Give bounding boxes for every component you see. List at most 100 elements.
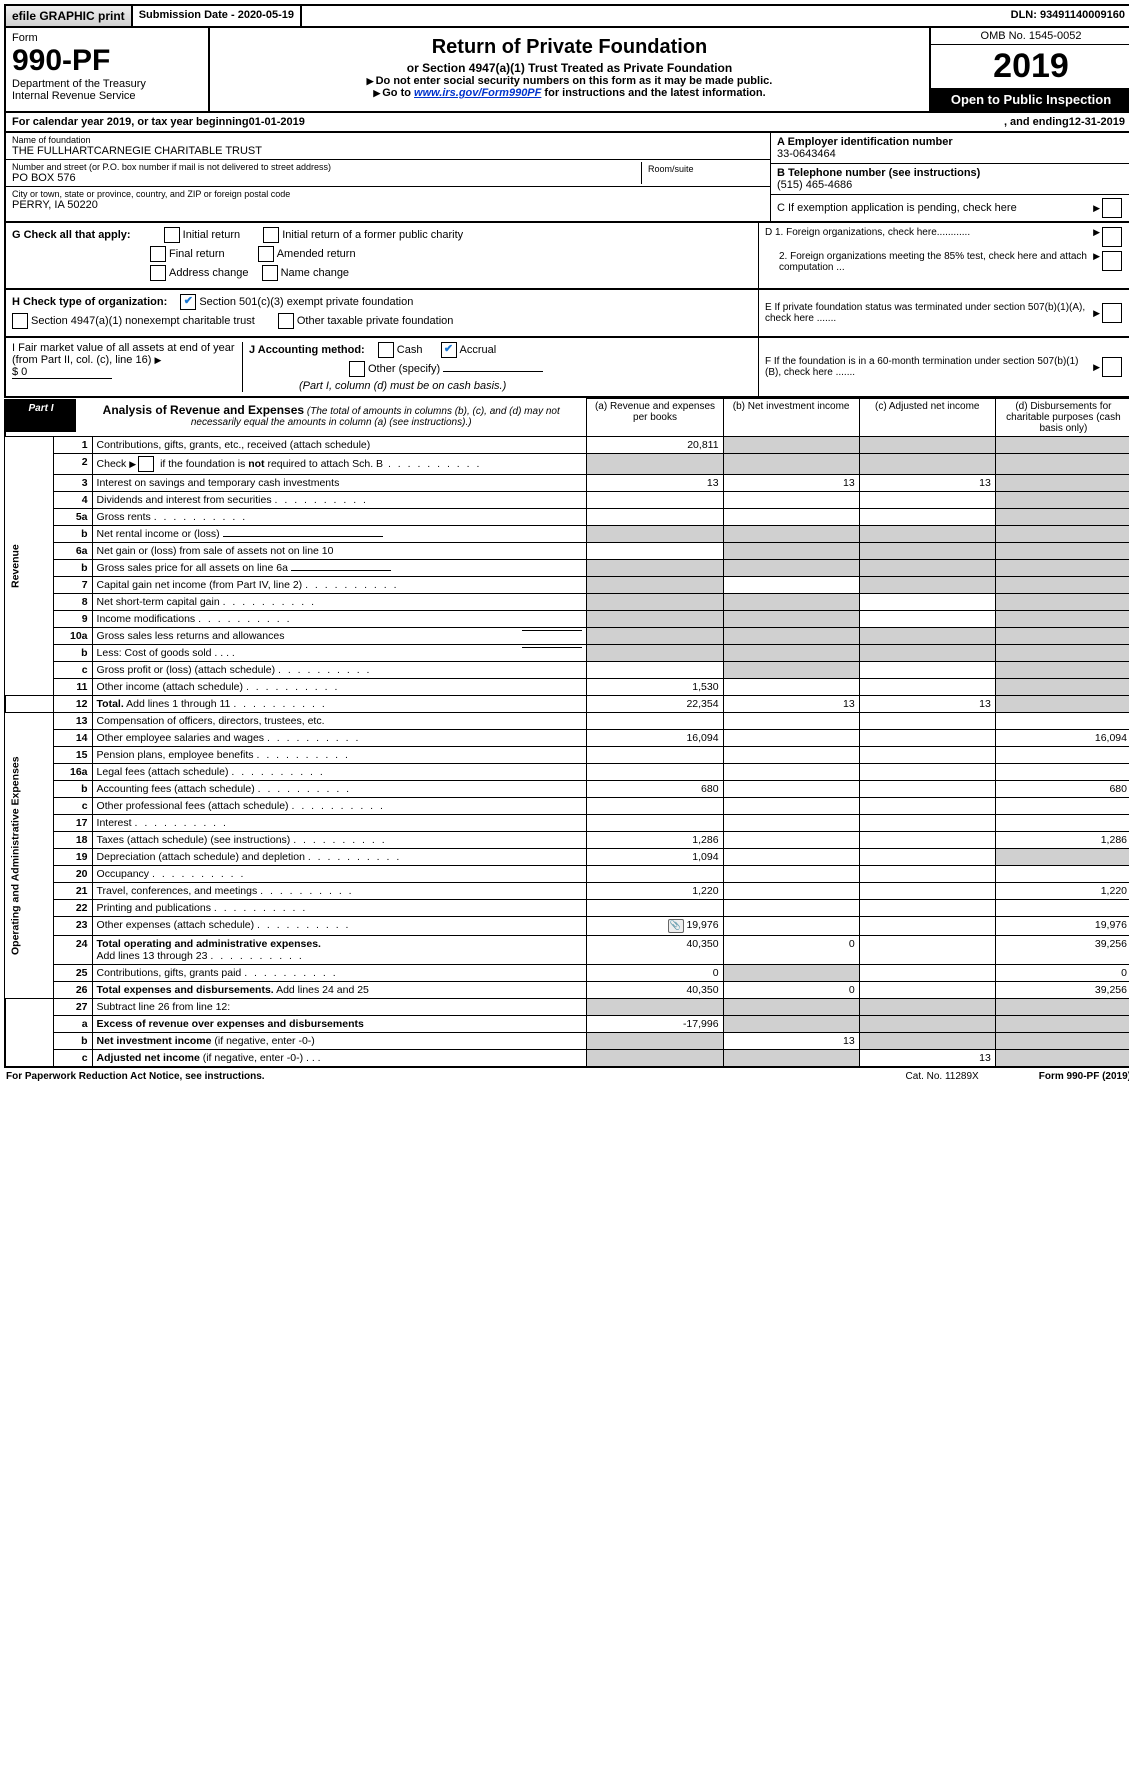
ein-label: A Employer identification number	[777, 136, 953, 148]
row-desc: Gross profit or (loss) (attach schedule)	[97, 664, 276, 676]
h-4947-checkbox[interactable]	[12, 313, 28, 329]
row-desc: Interest	[97, 817, 132, 829]
row-desc: Other income (attach schedule)	[97, 681, 244, 693]
h-label: H Check type of organization:	[12, 296, 167, 308]
footer-left: For Paperwork Reduction Act Notice, see …	[6, 1071, 265, 1082]
col-a-header: (a) Revenue and expenses per books	[587, 399, 723, 437]
c-label: C If exemption application is pending, c…	[777, 202, 1093, 214]
col-c-header: (c) Adjusted net income	[859, 399, 995, 437]
g-name-checkbox[interactable]	[262, 265, 278, 281]
row-desc: Compensation of officers, directors, tru…	[92, 713, 587, 730]
cell-a: 1,094	[587, 849, 723, 866]
row-desc: Gross rents	[97, 511, 151, 523]
cell-b: 0	[723, 982, 859, 999]
cell-d: 16,094	[995, 730, 1129, 747]
cell-d: 0	[995, 965, 1129, 982]
row-desc: Contributions, gifts, grants, etc., rece…	[92, 437, 587, 454]
ijf-block: I Fair market value of all assets at end…	[4, 338, 1129, 398]
cell-a: 1,286	[587, 832, 723, 849]
c-checkbox[interactable]	[1102, 198, 1122, 218]
city-state-zip: PERRY, IA 50220	[12, 199, 764, 211]
cell-a: -17,996	[587, 1016, 723, 1033]
row-num: b	[53, 1033, 92, 1050]
row-desc: Interest on savings and temporary cash i…	[92, 475, 587, 492]
table-row: 7Capital gain net income (from Part IV, …	[5, 577, 1129, 594]
table-row: cAdjusted net income (if negative, enter…	[5, 1050, 1129, 1068]
j-other-checkbox[interactable]	[349, 361, 365, 377]
attachment-icon[interactable]: 📎	[668, 919, 684, 933]
table-row: 2 Check if the foundation is not require…	[5, 454, 1129, 475]
table-row: 15Pension plans, employee benefits	[5, 747, 1129, 764]
row-num: 20	[53, 866, 92, 883]
dln: DLN: 93491140009160	[1005, 6, 1129, 26]
table-row: 21Travel, conferences, and meetings 1,22…	[5, 883, 1129, 900]
table-row: 5aGross rents	[5, 509, 1129, 526]
table-row: 24Total operating and administrative exp…	[5, 936, 1129, 965]
table-row: 14Other employee salaries and wages 16,0…	[5, 730, 1129, 747]
form-header: Form 990-PF Department of the Treasury I…	[4, 28, 1129, 113]
cell-a: 22,354	[587, 696, 723, 713]
row-num: 22	[53, 900, 92, 917]
table-row: 6aNet gain or (loss) from sale of assets…	[5, 543, 1129, 560]
g-former-checkbox[interactable]	[263, 227, 279, 243]
row-desc: Income modifications	[97, 613, 196, 625]
efile-button[interactable]: efile GRAPHIC print	[6, 6, 133, 26]
row-num: 1	[53, 437, 92, 454]
table-row: bNet rental income or (loss)	[5, 526, 1129, 543]
row-num: b	[53, 526, 92, 543]
g-initial-checkbox[interactable]	[164, 227, 180, 243]
h-501c3-checkbox[interactable]: ✔	[180, 294, 196, 310]
sch-b-checkbox[interactable]	[138, 456, 154, 472]
g-final-checkbox[interactable]	[150, 246, 166, 262]
cell-c: 13	[859, 1050, 995, 1068]
row-desc: Accounting fees (attach schedule)	[97, 783, 255, 795]
d2-checkbox[interactable]	[1102, 251, 1122, 271]
g-opt-1: Initial return of a former public charit…	[282, 229, 463, 241]
h-opt-2: Section 4947(a)(1) nonexempt charitable …	[31, 315, 255, 327]
j-accrual-checkbox[interactable]: ✔	[441, 342, 457, 358]
d1-checkbox[interactable]	[1102, 227, 1122, 247]
footer-catno: Cat. No. 11289X	[906, 1071, 979, 1082]
row-desc: Net short-term capital gain	[97, 596, 220, 608]
row-desc: Dividends and interest from securities	[97, 494, 272, 506]
row-desc: Net gain or (loss) from sale of assets n…	[92, 543, 587, 560]
table-row: aExcess of revenue over expenses and dis…	[5, 1016, 1129, 1033]
g-label: G Check all that apply:	[12, 229, 131, 241]
row-num: c	[53, 798, 92, 815]
row-num: b	[53, 560, 92, 577]
row-desc: Other professional fees (attach schedule…	[97, 800, 289, 812]
table-row: 18Taxes (attach schedule) (see instructi…	[5, 832, 1129, 849]
e-checkbox[interactable]	[1102, 303, 1122, 323]
row-num: 25	[53, 965, 92, 982]
row-desc: Printing and publications	[97, 902, 211, 914]
table-row: bLess: Cost of goods sold . . . .	[5, 645, 1129, 662]
row-num: 26	[53, 982, 92, 999]
row-num: 21	[53, 883, 92, 900]
g-address-checkbox[interactable]	[150, 265, 166, 281]
table-row: 9 Income modifications	[5, 611, 1129, 628]
h-opt-3: Other taxable private foundation	[297, 315, 454, 327]
row-num: 9	[53, 611, 92, 628]
j-cash-checkbox[interactable]	[378, 342, 394, 358]
row-desc: Total operating and administrative expen…	[97, 938, 321, 950]
row-desc: Capital gain net income (from Part IV, l…	[97, 579, 303, 591]
cell-c: 13	[859, 696, 995, 713]
row-desc: Travel, conferences, and meetings	[97, 885, 258, 897]
table-row: 8Net short-term capital gain	[5, 594, 1129, 611]
row-num: 23	[53, 917, 92, 936]
f-checkbox[interactable]	[1102, 357, 1122, 377]
col-d-header: (d) Disbursements for charitable purpose…	[995, 399, 1129, 437]
instructions-link[interactable]: www.irs.gov/Form990PF	[414, 87, 541, 99]
h-other-checkbox[interactable]	[278, 313, 294, 329]
table-row: 25Contributions, gifts, grants paid 00	[5, 965, 1129, 982]
table-row: bAccounting fees (attach schedule) 68068…	[5, 781, 1129, 798]
table-row: 27Subtract line 26 from line 12:	[5, 999, 1129, 1016]
row-desc: Gross sales less returns and allowances	[97, 630, 285, 642]
cell-d: 1,286	[995, 832, 1129, 849]
cell-a: 680	[587, 781, 723, 798]
row-num: 17	[53, 815, 92, 832]
table-row: bNet investment income (if negative, ent…	[5, 1033, 1129, 1050]
r27c-bold: Adjusted net income	[97, 1052, 200, 1064]
g-amended-checkbox[interactable]	[258, 246, 274, 262]
form-title: Return of Private Foundation	[216, 36, 923, 59]
